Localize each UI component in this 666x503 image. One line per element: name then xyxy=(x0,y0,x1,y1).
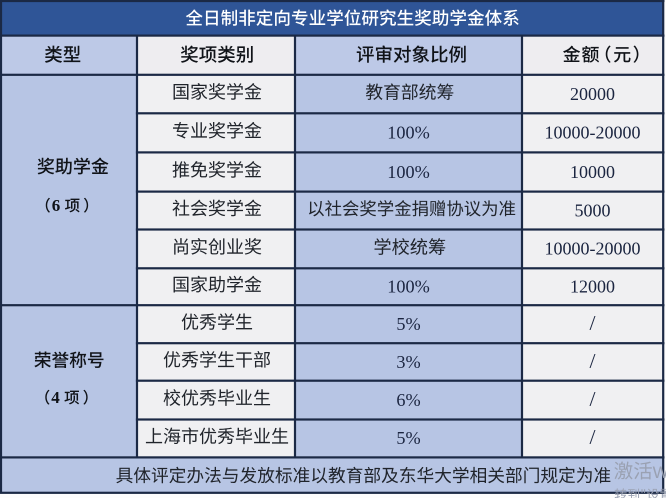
svg-text:/: / xyxy=(590,387,596,411)
svg-text:10000: 10000 xyxy=(570,162,615,182)
svg-text:6: 6 xyxy=(52,196,61,215)
svg-text:20000: 20000 xyxy=(570,84,615,104)
svg-text:/: / xyxy=(590,349,596,373)
svg-text:5%: 5% xyxy=(396,428,420,448)
svg-text:10000-20000: 10000-20000 xyxy=(545,239,641,259)
svg-text:/: / xyxy=(590,425,596,449)
svg-text:100%: 100% xyxy=(387,162,429,182)
svg-text:10000-20000: 10000-20000 xyxy=(545,123,641,143)
svg-text:5000: 5000 xyxy=(575,200,611,220)
svg-text:/: / xyxy=(590,311,596,335)
svg-text:5%: 5% xyxy=(396,314,420,334)
svg-text:100%: 100% xyxy=(387,123,429,143)
svg-text:12000: 12000 xyxy=(570,277,615,297)
svg-text:3%: 3% xyxy=(396,352,420,372)
svg-text:4: 4 xyxy=(51,388,60,407)
svg-text:100%: 100% xyxy=(387,277,429,297)
svg-text:Windows: Windows xyxy=(653,463,666,482)
svg-text:6%: 6% xyxy=(396,390,420,410)
